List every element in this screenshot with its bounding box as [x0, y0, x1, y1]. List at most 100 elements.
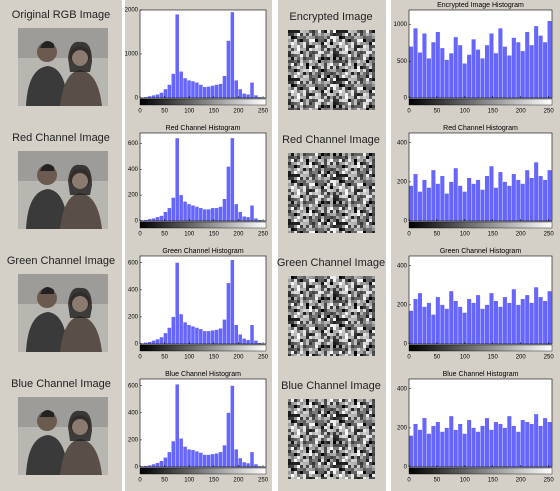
bar: [431, 315, 435, 344]
encrypted-label: Blue Channel Image: [281, 380, 381, 392]
bar: [458, 424, 462, 467]
bar: [539, 176, 543, 221]
bar: [481, 426, 485, 467]
bar: [418, 192, 422, 221]
bar: [152, 95, 156, 98]
bar: [534, 414, 538, 467]
bar: [525, 295, 529, 344]
bar: [168, 85, 172, 98]
bar: [463, 192, 467, 221]
histogram-title: Red Channel Histogram: [443, 125, 518, 132]
colorbar: [409, 468, 552, 474]
bar: [152, 464, 156, 467]
x-tick-label: 50: [434, 355, 441, 361]
bar: [489, 293, 493, 344]
image-label: Red Channel Image: [12, 132, 110, 144]
photo: [18, 274, 108, 352]
encrypted-image: [288, 399, 375, 479]
bar: [422, 307, 426, 344]
bar: [172, 198, 176, 221]
bar: [458, 186, 462, 221]
bar: [476, 295, 480, 344]
x-tick-label: 200: [233, 478, 244, 484]
x-tick-label: 150: [209, 355, 220, 361]
bar: [179, 72, 183, 98]
bar: [156, 94, 160, 98]
bar: [223, 320, 227, 344]
bar: [231, 138, 235, 221]
bar: [148, 342, 152, 344]
bar: [199, 329, 203, 344]
bar: [422, 418, 426, 467]
bar: [195, 83, 199, 98]
bar: [472, 303, 476, 344]
bar: [156, 217, 160, 221]
x-tick-label: 200: [516, 478, 527, 484]
bar: [227, 41, 231, 98]
bar: [215, 208, 219, 221]
bar: [235, 325, 239, 344]
bar: [172, 317, 176, 344]
bar: [489, 33, 493, 98]
bar: [521, 184, 525, 221]
bar: [498, 424, 502, 467]
bar: [427, 58, 431, 98]
image-label: Blue Channel Image: [11, 378, 111, 390]
bar: [440, 305, 444, 344]
bar: [207, 87, 211, 98]
bar: [246, 463, 250, 467]
bar: [507, 303, 511, 344]
bar: [481, 309, 485, 344]
plot-area: [140, 133, 266, 221]
histogram-title: Green Channel Histogram: [162, 248, 243, 255]
bar: [534, 26, 538, 98]
x-tick-label: 100: [460, 478, 471, 484]
colorbar: [409, 222, 552, 228]
bar: [512, 174, 516, 221]
x-tick-label: 150: [209, 109, 220, 115]
encrypted-image: [288, 30, 375, 110]
bar: [516, 432, 520, 467]
bar: [172, 441, 176, 467]
bar: [481, 58, 485, 98]
bar: [219, 452, 223, 467]
bar: [418, 293, 422, 344]
bar: [539, 297, 543, 344]
x-tick-label: 50: [434, 232, 441, 238]
bar: [235, 449, 239, 467]
x-tick-label: 50: [434, 478, 441, 484]
bar: [467, 420, 471, 467]
bar: [203, 209, 207, 221]
bar: [152, 341, 156, 344]
bar: [543, 418, 547, 467]
bar: [160, 461, 164, 467]
bar: [238, 89, 242, 98]
bar: [454, 301, 458, 344]
bar: [168, 208, 172, 221]
bar: [548, 21, 552, 98]
bar: [489, 430, 493, 467]
bar: [183, 447, 187, 467]
colorbar: [140, 345, 266, 351]
bar: [516, 42, 520, 98]
bar: [530, 303, 534, 344]
bar: [199, 453, 203, 467]
bar: [203, 455, 207, 467]
bar: [440, 48, 444, 98]
bar: [409, 436, 413, 467]
bar: [238, 458, 242, 467]
bar: [539, 426, 543, 467]
y-tick-label: 200: [397, 302, 408, 308]
photo: [18, 397, 108, 475]
bar: [179, 439, 183, 467]
bar: [463, 313, 467, 344]
bar: [250, 452, 254, 467]
bar: [187, 449, 191, 467]
bar: [238, 335, 242, 344]
bar: [440, 432, 444, 467]
x-tick-label: 100: [184, 355, 195, 361]
bar: [431, 426, 435, 467]
y-tick-label: 400: [397, 263, 408, 269]
x-tick-label: 100: [460, 355, 471, 361]
bar: [250, 205, 254, 221]
